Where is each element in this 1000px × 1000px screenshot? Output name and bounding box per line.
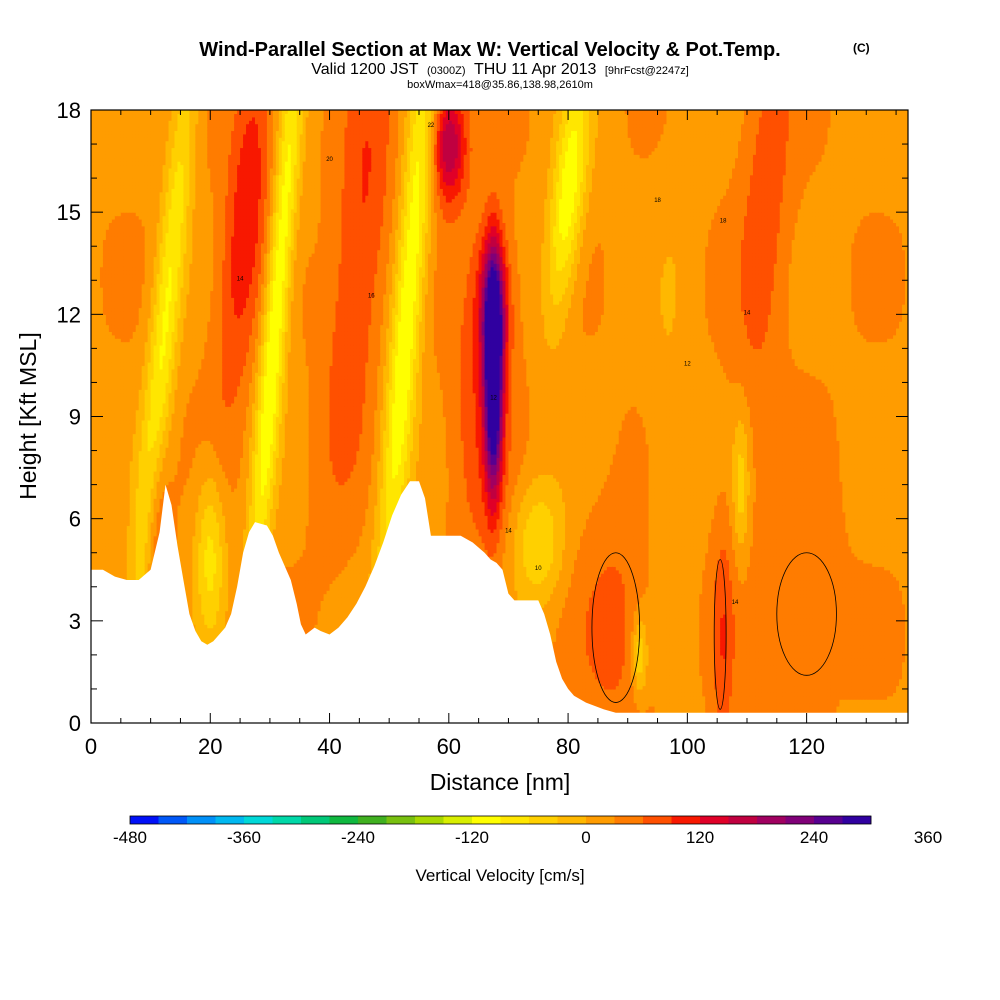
chart-subtitle: Valid 1200 JST (0300Z) THU 11 Apr 2013 [… [311, 61, 689, 78]
box-info-text: boxWmax=418@35.86,138.98,2610m [407, 79, 593, 91]
chart-title: Wind-Parallel Section at Max W: Vertical… [199, 39, 780, 61]
valid-utc-text: (0300Z) [427, 65, 466, 77]
forecast-text: [9hrFcst@2247z] [605, 65, 689, 77]
copyright-mark: (C) [853, 41, 870, 55]
valid-time-text: Valid 1200 JST [311, 61, 419, 78]
valid-date-text: THU 11 Apr 2013 [474, 61, 597, 78]
chart-figure: Wind-Parallel Section at Max W: Vertical… [0, 0, 1000, 1000]
